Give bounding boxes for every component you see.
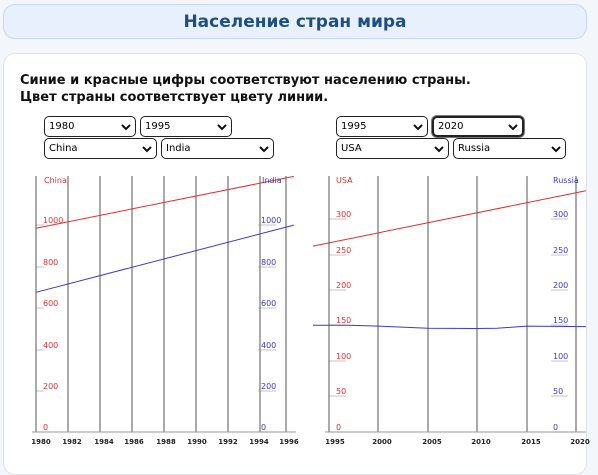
x-tick-label: 1988 bbox=[156, 438, 176, 446]
right-axis-label: India bbox=[262, 176, 282, 185]
left-blue-country-value: India bbox=[166, 143, 191, 154]
description-line-2: Цвет страны соответствует цвету линии. bbox=[20, 90, 329, 105]
x-tick-label: 1984 bbox=[94, 438, 114, 446]
right-y-tick-label: 100 bbox=[553, 352, 568, 361]
right-to-year-value: 2020 bbox=[438, 121, 464, 132]
description: Синие и красные цифры соответствуют насе… bbox=[20, 72, 471, 106]
description-line-1: Синие и красные цифры соответствуют насе… bbox=[20, 73, 471, 88]
right-from-year-value: 1995 bbox=[341, 121, 367, 132]
right-y-tick-label: 0 bbox=[553, 423, 558, 432]
right-y-tick-label: 800 bbox=[261, 258, 276, 267]
chevron-down-icon bbox=[508, 123, 518, 130]
chevron-down-icon bbox=[413, 123, 423, 130]
x-tick-label: 1982 bbox=[62, 438, 82, 446]
right-y-tick-label: 600 bbox=[261, 299, 276, 308]
left-y-tick-label: 0 bbox=[336, 423, 341, 432]
x-tick-label: 1990 bbox=[187, 438, 207, 446]
x-tick-label: 1986 bbox=[124, 438, 144, 446]
series-line-usa bbox=[312, 190, 586, 247]
series-line-russia bbox=[313, 324, 586, 330]
chevron-down-icon bbox=[142, 145, 152, 152]
left-from-year-select[interactable]: 1980 bbox=[44, 116, 136, 137]
x-tick-label: 2000 bbox=[372, 438, 392, 446]
left-y-tick-label: 0 bbox=[43, 423, 48, 432]
left-y-tick-label: 150 bbox=[336, 316, 351, 325]
right-red-country-value: USA bbox=[341, 143, 362, 154]
page-header: Население стран мира bbox=[3, 4, 587, 39]
left-y-tick-label: 600 bbox=[43, 299, 58, 308]
left-to-year-value: 1995 bbox=[145, 121, 171, 132]
x-tick-label: 1994 bbox=[249, 438, 269, 446]
right-y-tick-label: 50 bbox=[553, 387, 563, 396]
left-to-year-select[interactable]: 1995 bbox=[140, 116, 232, 137]
right-y-tick-label: 0 bbox=[261, 423, 266, 432]
x-tick-label: 2005 bbox=[422, 438, 442, 446]
page-title: Население стран мира bbox=[183, 11, 407, 32]
left-y-tick-label: 200 bbox=[43, 382, 58, 391]
right-red-country-select[interactable]: USA bbox=[336, 138, 449, 159]
chevron-down-icon bbox=[121, 123, 131, 130]
right-y-tick-label: 250 bbox=[553, 246, 568, 255]
chevron-down-icon bbox=[259, 145, 269, 152]
left-y-tick-label: 400 bbox=[43, 341, 58, 350]
left-y-tick-label: 1000 bbox=[43, 216, 63, 225]
x-tick-label: 1996 bbox=[279, 438, 299, 446]
x-tick-label: 2010 bbox=[471, 438, 491, 446]
chevron-down-icon bbox=[434, 145, 444, 152]
right-blue-country-select[interactable]: Russia bbox=[453, 138, 566, 159]
left-red-country-value: China bbox=[49, 143, 78, 154]
left-axis-label: China bbox=[44, 176, 67, 185]
right-y-tick-label: 400 bbox=[261, 341, 276, 350]
left-axis-label: USA bbox=[336, 176, 353, 185]
right-axis-label: Russia bbox=[553, 176, 579, 185]
chevron-down-icon bbox=[217, 123, 227, 130]
chart-right: USA Russia 0 50 100 150 200 250 300 0 50 100 150 200 2… bbox=[312, 176, 590, 446]
left-y-tick-label: 300 bbox=[336, 210, 351, 219]
left-red-country-select[interactable]: China bbox=[44, 138, 157, 159]
right-from-year-select[interactable]: 1995 bbox=[336, 116, 428, 137]
left-y-tick-label: 250 bbox=[336, 246, 351, 255]
right-y-tick-label: 200 bbox=[553, 281, 568, 290]
right-y-tick-label: 200 bbox=[261, 382, 276, 391]
chevron-down-icon bbox=[551, 145, 561, 152]
right-y-tick-label: 1000 bbox=[261, 216, 281, 225]
left-y-tick-label: 50 bbox=[336, 387, 346, 396]
chart-left: China India 0 200 400 600 800 1000 0 200 400 600 800… bbox=[31, 175, 299, 446]
left-y-tick-label: 100 bbox=[336, 352, 351, 361]
series-line-china bbox=[35, 175, 294, 229]
right-to-year-select[interactable]: 2020 bbox=[432, 116, 524, 137]
x-tick-label: 1980 bbox=[31, 438, 51, 446]
x-tick-label: 2020 bbox=[570, 438, 590, 446]
series-line-india bbox=[35, 224, 294, 293]
right-y-tick-label: 150 bbox=[553, 316, 568, 325]
x-tick-label: 1995 bbox=[325, 438, 345, 446]
x-tick-label: 2015 bbox=[521, 438, 541, 446]
x-tick-label: 1992 bbox=[218, 438, 238, 446]
left-blue-country-select[interactable]: India bbox=[161, 138, 274, 159]
left-y-tick-label: 200 bbox=[336, 281, 351, 290]
left-from-year-value: 1980 bbox=[49, 121, 75, 132]
right-blue-country-value: Russia bbox=[458, 143, 491, 154]
left-y-tick-label: 800 bbox=[43, 258, 58, 267]
right-y-tick-label: 300 bbox=[553, 210, 568, 219]
